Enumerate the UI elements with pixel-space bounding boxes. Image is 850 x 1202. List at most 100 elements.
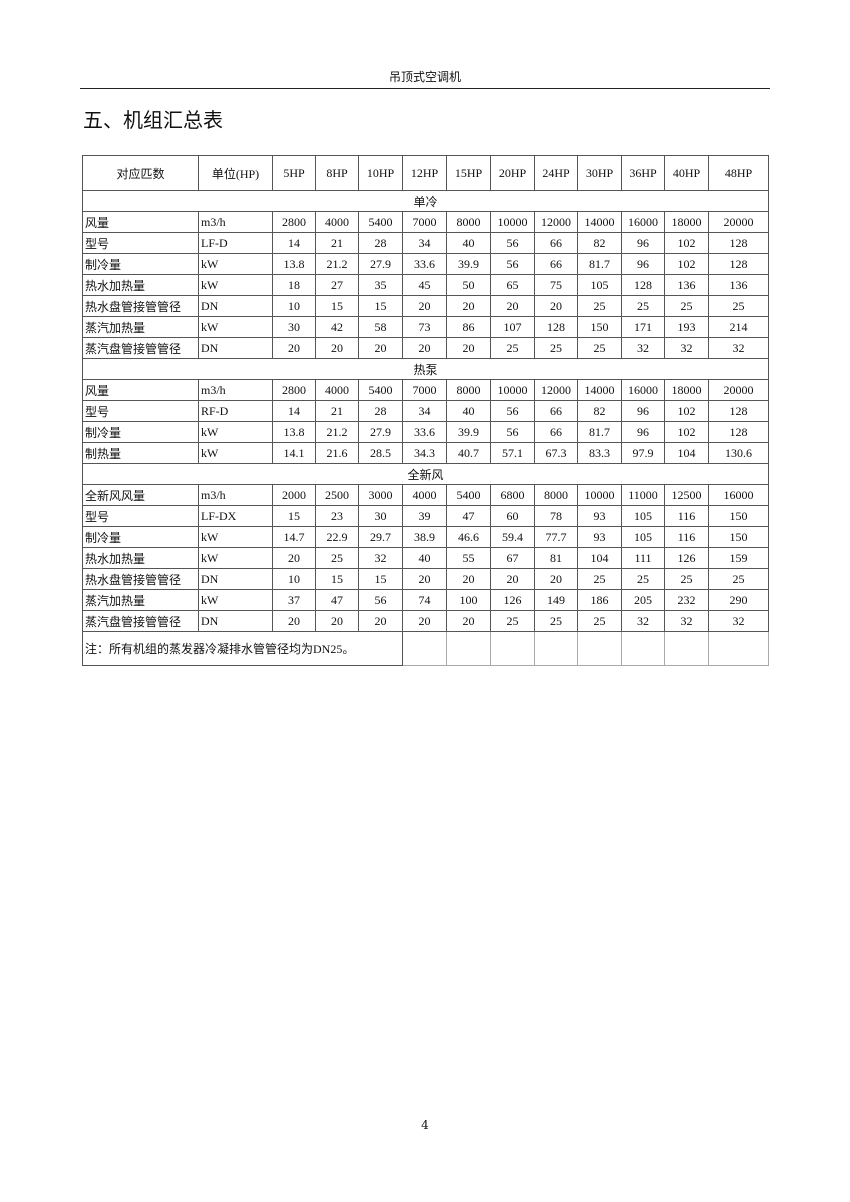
unit-cell: m3/h (198, 484, 273, 506)
value-cell: 128 (708, 400, 769, 422)
value-cell: 40 (402, 547, 447, 569)
value-cell: 97.9 (621, 442, 665, 464)
section-row: 全新风 (82, 463, 769, 485)
value-cell: 111 (621, 547, 665, 569)
table-note: 注：所有机组的蒸发器冷凝排水管管径均为DN25。 (82, 631, 403, 666)
value-cell: 102 (664, 421, 709, 443)
value-cell: 81.7 (577, 253, 622, 275)
value-cell: 10 (272, 568, 316, 590)
value-cell: 18000 (664, 211, 709, 233)
row-label: 制冷量 (82, 526, 199, 548)
value-cell: 105 (577, 274, 622, 296)
value-cell: 65 (490, 274, 535, 296)
row-label: 风量 (82, 211, 199, 233)
value-cell: 47 (315, 589, 359, 611)
value-cell: 32 (621, 337, 665, 359)
unit-cell: DN (198, 568, 273, 590)
value-cell: 100 (446, 589, 491, 611)
value-cell: 14 (272, 400, 316, 422)
column-header: 对应匹数 (82, 155, 199, 191)
value-cell: 66 (534, 232, 578, 254)
value-cell: 12500 (664, 484, 709, 506)
unit-cell: kW (198, 589, 273, 611)
unit-cell: DN (198, 610, 273, 632)
value-cell: 102 (664, 232, 709, 254)
column-header: 10HP (358, 155, 403, 191)
value-cell: 5400 (358, 211, 403, 233)
unit-cell: kW (198, 316, 273, 338)
column-header: 36HP (621, 155, 665, 191)
value-cell: 60 (490, 505, 535, 527)
value-cell: 96 (621, 400, 665, 422)
table-row: 热水盘管接管管径 DN 10 15 15 20 20 20 20 25 25 25 25 (82, 295, 769, 317)
value-cell: 128 (708, 421, 769, 443)
value-cell: 25 (490, 337, 535, 359)
column-header: 单位(HP) (198, 155, 273, 191)
section-title: 单冷 (82, 190, 769, 212)
column-header: 20HP (490, 155, 535, 191)
value-cell: 56 (358, 589, 403, 611)
value-cell: 96 (621, 421, 665, 443)
value-cell: 20 (534, 568, 578, 590)
row-label: 型号 (82, 505, 199, 527)
value-cell: 56 (490, 421, 535, 443)
value-cell: 136 (708, 274, 769, 296)
row-label: 制冷量 (82, 421, 199, 443)
table-row: 蒸汽盘管接管管径 DN 20 20 20 20 20 25 25 25 32 32 32 (82, 610, 769, 632)
table-row: 型号 LF-DX 15 23 30 39 47 60 78 93 105 116 150 (82, 505, 769, 527)
value-cell: 81 (534, 547, 578, 569)
value-cell: 6800 (490, 484, 535, 506)
column-header: 40HP (664, 155, 709, 191)
value-cell: 14000 (577, 379, 622, 401)
column-header: 8HP (315, 155, 359, 191)
value-cell: 25 (534, 337, 578, 359)
value-cell: 8000 (534, 484, 578, 506)
row-label: 蒸汽盘管接管管径 (82, 337, 199, 359)
row-label: 制热量 (82, 442, 199, 464)
table-row: 蒸汽加热量 kW 30 42 58 73 86 107 128 150 171 193 214 (82, 316, 769, 338)
table-header-row: 对应匹数 单位(HP) 5HP 8HP 10HP 12HP 15HP 20HP 24HP 30HP… (82, 155, 769, 191)
table-row: 制冷量 kW 13.8 21.2 27.9 33.6 39.9 56 66 81.7 96 102 12… (82, 421, 769, 443)
row-label: 热水盘管接管管径 (82, 568, 199, 590)
value-cell: 186 (577, 589, 622, 611)
unit-cell: kW (198, 274, 273, 296)
value-cell: 56 (490, 400, 535, 422)
column-header: 15HP (446, 155, 491, 191)
row-label: 蒸汽加热量 (82, 589, 199, 611)
value-cell: 20 (402, 337, 447, 359)
value-cell: 232 (664, 589, 709, 611)
section-title: 五、机组汇总表 (83, 108, 223, 132)
value-cell: 21.2 (315, 421, 359, 443)
value-cell: 25 (664, 568, 709, 590)
value-cell: 39 (402, 505, 447, 527)
value-cell: 25 (577, 568, 622, 590)
value-cell: 39.9 (446, 253, 491, 275)
value-cell: 8000 (446, 211, 491, 233)
value-cell: 30 (358, 505, 403, 527)
unit-cell: DN (198, 295, 273, 317)
value-cell: 159 (708, 547, 769, 569)
value-cell: 20 (315, 337, 359, 359)
value-cell: 13.8 (272, 253, 316, 275)
value-cell: 29.7 (358, 526, 403, 548)
value-cell: 290 (708, 589, 769, 611)
value-cell: 56 (490, 232, 535, 254)
row-label: 全新风风量 (82, 484, 199, 506)
value-cell: 11000 (621, 484, 665, 506)
empty-cell (708, 631, 769, 666)
value-cell: 73 (402, 316, 447, 338)
value-cell: 20 (272, 337, 316, 359)
value-cell: 20 (446, 295, 491, 317)
page-number: 4 (421, 1118, 429, 1132)
value-cell: 10000 (490, 211, 535, 233)
value-cell: 20000 (708, 379, 769, 401)
value-cell: 25 (621, 295, 665, 317)
value-cell: 25 (708, 568, 769, 590)
value-cell: 150 (708, 526, 769, 548)
column-header: 30HP (577, 155, 622, 191)
value-cell: 28.5 (358, 442, 403, 464)
value-cell: 105 (621, 526, 665, 548)
value-cell: 57.1 (490, 442, 535, 464)
value-cell: 32 (664, 610, 709, 632)
